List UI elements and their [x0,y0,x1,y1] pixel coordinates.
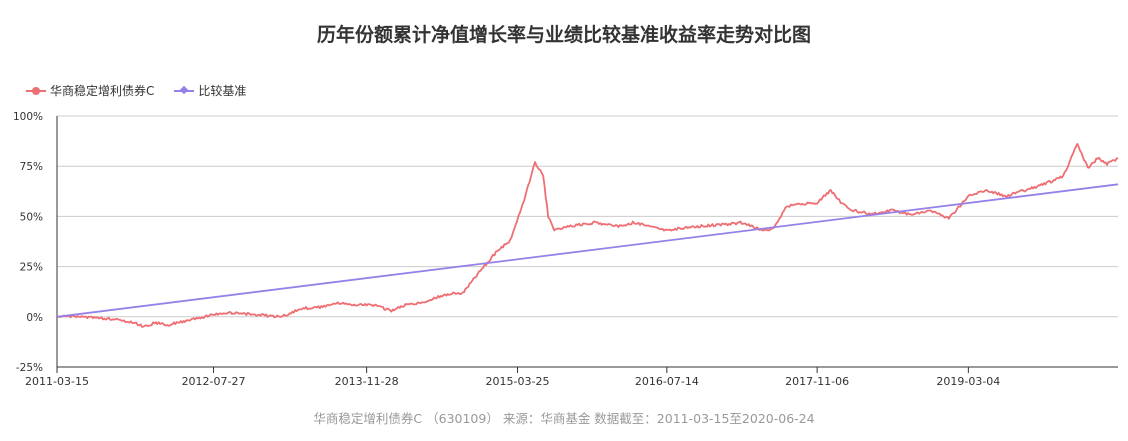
series-line-fund [57,143,1119,328]
legend-label-fund: 华商稳定增利债券C [50,84,155,98]
legend-item-fund[interactable]: 华商稳定增利债券C [26,82,154,99]
y-tick-label: 75% [20,161,43,173]
y-tick-label: 100% [13,111,43,123]
x-tick-label: 2016-07-14 [635,375,699,388]
x-tick-label: 2017-11-06 [785,375,849,388]
x-tick-label: 2013-11-28 [335,375,399,388]
x-tick-label: 2012-07-27 [182,375,246,388]
x-tick-label: 2019-03-04 [936,375,1000,388]
chart-title: 历年份额累计净值增长率与业绩比较基准收益率走势对比图 [316,24,811,46]
y-tick-label: 50% [20,211,43,223]
chart-footer-source: 华商稳定增利债券C （630109） 来源：华商基金 数据截至：2011-03-… [313,411,815,426]
series-line-benchmark [56,183,1119,318]
x-tick-label: 2015-03-25 [486,375,550,388]
diamond-marker-icon [174,85,195,97]
x-tick-label: 2011-03-15 [25,375,89,388]
y-tick-label: 25% [20,262,43,274]
y-tick-label: 0% [26,312,43,324]
legend-label-benchmark: 比较基准 [198,84,247,98]
chart-legend: 华商稳定增利债券C 比较基准 [26,82,266,99]
circle-marker-icon [26,85,46,97]
legend-item-benchmark[interactable]: 比较基准 [174,82,246,99]
y-tick-label: -25% [16,362,43,374]
